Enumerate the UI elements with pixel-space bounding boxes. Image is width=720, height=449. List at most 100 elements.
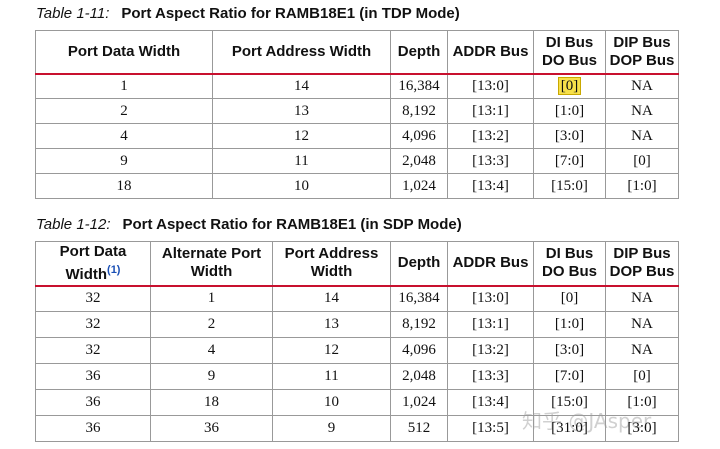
caption-label: Table 1-11: <box>36 5 110 22</box>
cell-text: [13:5] <box>472 420 509 436</box>
cell-text: 36 <box>85 420 101 436</box>
cell: 1,024 <box>390 173 448 199</box>
cell-text: 12 <box>324 342 339 358</box>
cell-text: [1:0] <box>627 394 657 410</box>
cell: 4 <box>150 337 273 364</box>
cell: 4 <box>35 123 213 149</box>
header-text: Width <box>310 263 353 281</box>
cell-text: NA <box>631 127 653 144</box>
cell: [13:4] <box>447 389 534 416</box>
cell: [0] <box>605 363 679 390</box>
cell: 9 <box>150 363 273 390</box>
cell: 12 <box>272 337 391 364</box>
cell-text: 9 <box>207 368 216 384</box>
cell: [15:0] <box>533 389 606 416</box>
header-text: DO Bus <box>541 263 597 281</box>
cell-text: 4 <box>120 127 128 144</box>
row: 36 36 9 512 [13:5] [31:0] [3:0] <box>35 415 679 442</box>
header-cell: DIP Bus DOP Bus <box>605 30 679 75</box>
header-cell: Port Address Width <box>272 241 391 287</box>
cell: 512 <box>390 415 448 442</box>
row: 9 11 2,048 [13:3] [7:0] [0] <box>35 148 679 174</box>
cell-text: [3:0] <box>554 127 585 144</box>
cell-text: 14 <box>294 77 309 94</box>
cell: NA <box>605 73 679 99</box>
cell: [13:0] <box>447 285 534 312</box>
cell-text: [15:0] <box>551 177 588 194</box>
cell-text: 36 <box>204 420 219 436</box>
cell: 1 <box>35 73 213 99</box>
cell: 4,096 <box>390 337 448 364</box>
cell-text: [13:3] <box>472 368 509 384</box>
cell-text: 11 <box>294 152 309 169</box>
row: 4 12 4,096 [13:2] [3:0] NA <box>35 123 679 149</box>
caption: Table 1-12: Port Aspect Ratio for RAMB18E… <box>36 216 462 233</box>
cell-text: 4 <box>207 342 216 358</box>
cell-text: 18 <box>204 394 219 410</box>
header-text: Port Data <box>59 242 127 260</box>
header-text: DIP Bus <box>613 33 671 51</box>
header-text: Depth <box>397 42 441 60</box>
header-text: Port Address Width <box>231 42 372 60</box>
cell: 9 <box>35 148 213 174</box>
header-text: DI Bus <box>545 245 594 263</box>
cell: 36 <box>35 415 151 442</box>
cell: 18 <box>35 173 213 199</box>
cell: [0] <box>605 148 679 174</box>
cell-text: 4,096 <box>402 342 436 358</box>
header-text: Width <box>190 263 233 281</box>
cell: [7:0] <box>533 363 606 390</box>
cell-text: 2 <box>207 316 216 332</box>
cell-text: 12 <box>294 127 309 144</box>
cell-text: [31:0] <box>551 420 588 436</box>
cell: NA <box>605 311 679 338</box>
cell: 10 <box>212 173 391 199</box>
header-cell: Port Data Width(1) <box>35 241 151 287</box>
header-cell: DI Bus DO Bus <box>533 241 606 287</box>
cell-text: 10 <box>324 394 339 410</box>
cell-text: [0] <box>557 76 582 95</box>
header-text: ADDR Bus <box>452 254 529 272</box>
cell-text: [13:3] <box>472 152 509 169</box>
cell-text: 32 <box>85 316 101 332</box>
cell-text: 9 <box>120 152 128 169</box>
header-text: Port Address <box>284 245 379 263</box>
cell: [7:0] <box>533 148 606 174</box>
cell-text: 36 <box>85 368 101 384</box>
header-text: DO Bus <box>541 51 597 69</box>
cell: NA <box>605 337 679 364</box>
header-text: Port Data Width <box>67 42 181 60</box>
cell-text: 36 <box>85 394 101 410</box>
cell: 9 <box>272 415 391 442</box>
cell-text: NA <box>631 316 653 332</box>
cell-text: [7:0] <box>554 368 585 384</box>
cell: 13 <box>212 98 391 124</box>
cell: 16,384 <box>390 73 448 99</box>
cell-text: 1,024 <box>402 177 436 194</box>
row: 32 1 14 16,384 [13:0] [0] NA <box>35 285 679 312</box>
cell: 36 <box>150 415 273 442</box>
header-row: Port Data Width(1) Alternate Port Width Port… <box>35 241 679 287</box>
caption-title: Port Aspect Ratio for RAMB18E1 (in SDP M… <box>122 216 462 233</box>
header-cell: Alternate Port Width <box>150 241 273 287</box>
cell-text: 1,024 <box>402 394 436 410</box>
cell-text: [1:0] <box>627 177 657 194</box>
cell: 14 <box>272 285 391 312</box>
cell: NA <box>605 123 679 149</box>
cell: [13:5] <box>447 415 534 442</box>
cell: 32 <box>35 285 151 312</box>
cell-text: 32 <box>85 290 101 307</box>
row: 32 2 13 8,192 [13:1] [1:0] NA <box>35 311 679 338</box>
cell: 32 <box>35 337 151 364</box>
header-cell: ADDR Bus <box>447 241 534 287</box>
row: 32 4 12 4,096 [13:2] [3:0] NA <box>35 337 679 364</box>
cell: [13:1] <box>447 98 534 124</box>
cell-text: 16,384 <box>398 77 440 94</box>
header-cell: Depth <box>390 30 448 75</box>
cell: 13 <box>272 311 391 338</box>
cell-text: [3:0] <box>627 420 657 436</box>
cell: 2 <box>150 311 273 338</box>
cell-text: 1 <box>207 290 216 307</box>
cell: [13:2] <box>447 123 534 149</box>
